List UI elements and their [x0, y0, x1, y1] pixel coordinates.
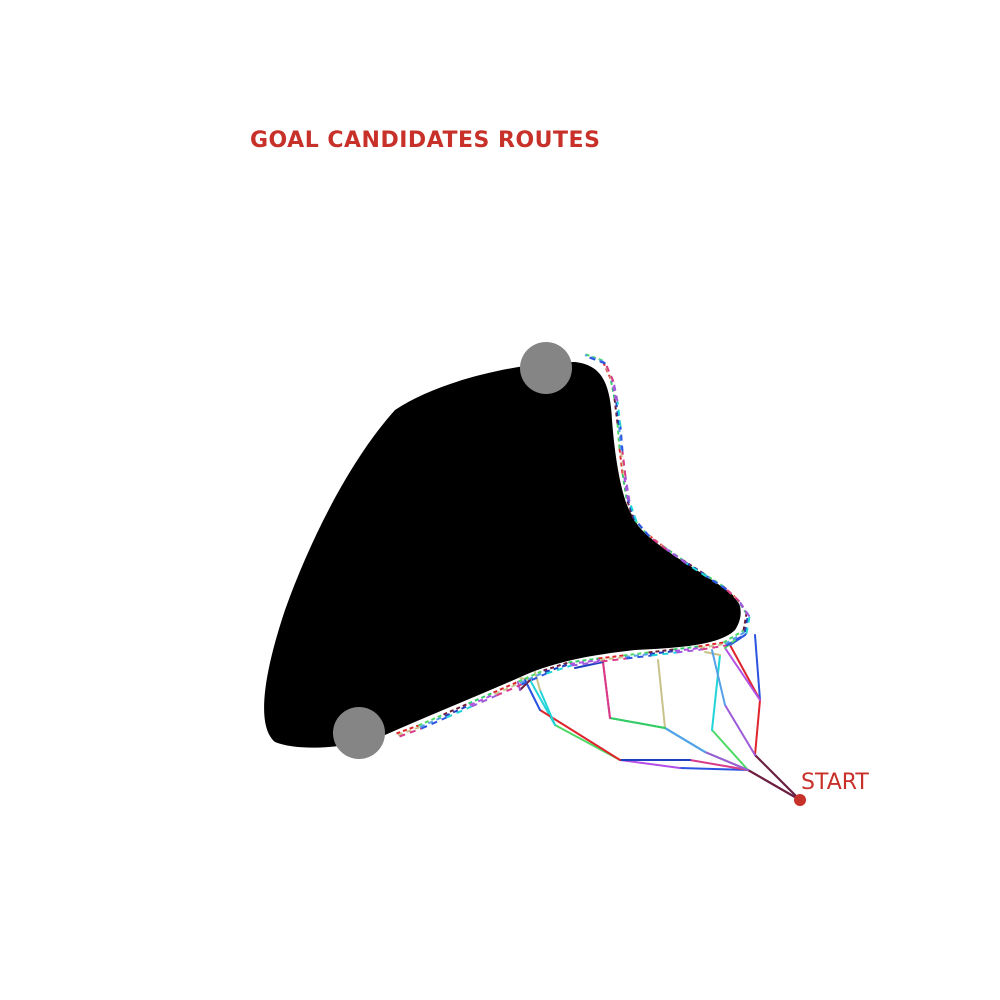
route-segment	[676, 648, 702, 654]
route-segment	[601, 657, 627, 663]
route-segment	[519, 671, 546, 684]
route-segment	[471, 694, 497, 708]
route-segment	[724, 704, 756, 756]
route-segment	[534, 671, 541, 691]
route-segment	[586, 355, 606, 365]
route-segment	[665, 548, 688, 565]
route-segment	[624, 653, 651, 658]
route-segment	[725, 588, 741, 603]
route-segment	[518, 669, 544, 683]
route-segment	[611, 379, 617, 401]
route-segment	[609, 378, 616, 399]
route-segment	[620, 449, 625, 476]
route-segment	[468, 691, 494, 705]
route-segment	[689, 759, 749, 771]
route-segment	[612, 381, 619, 402]
route-segment	[674, 647, 701, 652]
route-segment	[493, 680, 519, 694]
route-segment	[635, 520, 651, 538]
diagram-title: GOAL CANDIDATES ROUTES	[250, 128, 601, 153]
route-segment	[724, 631, 746, 645]
route-segment	[619, 759, 681, 769]
route-segment	[418, 713, 444, 727]
route-segment	[623, 474, 629, 501]
route-segment	[711, 649, 726, 706]
route-segment	[754, 634, 761, 701]
route-segment	[599, 656, 626, 661]
route-segment	[724, 647, 761, 701]
route-segment	[626, 654, 652, 660]
route-segment	[602, 661, 611, 719]
route-segment	[745, 616, 751, 634]
route-segment	[521, 672, 547, 686]
route-segment	[619, 426, 624, 452]
route-segment	[546, 664, 572, 675]
route-segment	[701, 644, 727, 651]
route-segment	[711, 654, 721, 731]
route-segment	[754, 754, 801, 801]
route-segment	[609, 717, 666, 729]
route-segment	[628, 501, 638, 522]
route-segment	[704, 751, 749, 771]
route-segment	[446, 705, 472, 719]
route-segment	[682, 559, 705, 575]
route-segment	[443, 702, 469, 716]
route-segment	[621, 451, 627, 477]
route-segment	[648, 535, 668, 551]
route-segment	[539, 709, 621, 761]
route-segment	[615, 399, 620, 426]
route-segment	[496, 683, 522, 697]
route-segment	[519, 677, 531, 681]
route-segment	[574, 661, 604, 669]
route-segment	[616, 401, 622, 427]
route-segment	[754, 699, 761, 756]
route-segment	[705, 575, 728, 591]
route-segment	[568, 657, 599, 664]
route-segment	[604, 363, 615, 382]
route-segment	[397, 726, 421, 736]
route-segment	[664, 727, 706, 753]
route-segment	[679, 767, 749, 771]
route-segment	[702, 572, 725, 588]
route-segment	[657, 659, 666, 729]
route-segment	[519, 679, 531, 691]
route-segment	[421, 716, 447, 730]
route-segment	[711, 729, 749, 771]
route-segment	[396, 724, 419, 735]
start-label: START	[801, 770, 869, 795]
route-segment	[738, 600, 751, 618]
route-segment	[543, 661, 569, 672]
route-segment	[618, 424, 622, 451]
route-segment	[698, 641, 724, 648]
goal-candidates	[333, 342, 572, 759]
route-segment	[419, 715, 446, 728]
route-segment	[649, 650, 676, 655]
route-segment	[544, 663, 571, 673]
route-segment	[444, 704, 471, 717]
route-segment	[651, 651, 677, 657]
candidate-routes	[396, 352, 801, 801]
route-segment	[747, 769, 801, 801]
route-segment	[742, 613, 748, 631]
route-segment	[722, 629, 745, 644]
route-segment	[699, 643, 726, 649]
route-segment	[725, 632, 748, 647]
route-segment	[524, 679, 541, 711]
route-segment	[744, 614, 749, 633]
obstacle-shape	[264, 362, 741, 748]
start-point-marker	[794, 794, 806, 806]
route-segment	[494, 682, 521, 695]
route-segment	[539, 689, 556, 726]
goal-candidate-marker	[333, 707, 385, 759]
route-segment	[571, 660, 602, 667]
route-segment	[621, 473, 628, 499]
route-segment	[685, 562, 708, 578]
route-segment	[399, 727, 422, 738]
route-segment	[624, 476, 631, 502]
route-segment	[469, 693, 496, 706]
goal-candidate-marker	[520, 342, 572, 394]
